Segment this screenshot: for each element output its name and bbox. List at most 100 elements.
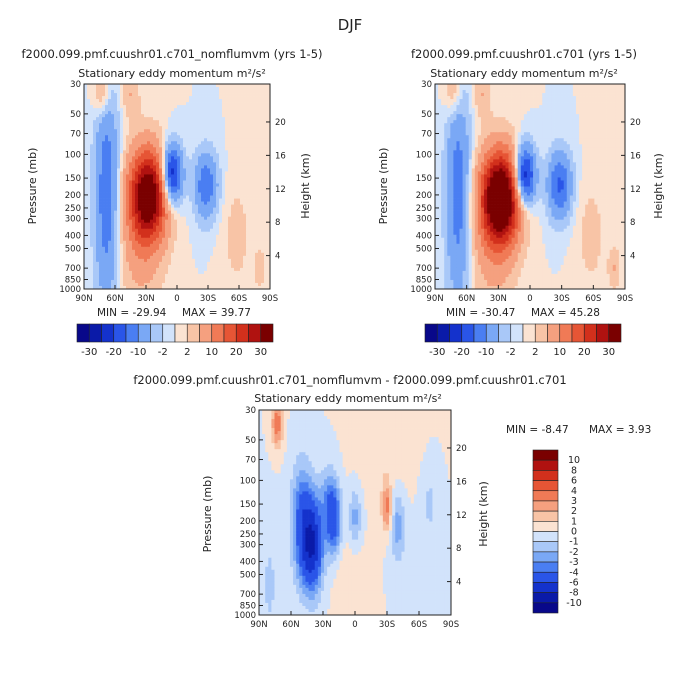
heatmap-cell	[216, 201, 220, 205]
heatmap-cell	[198, 234, 202, 239]
heatmap-cell	[264, 99, 268, 103]
heatmap-cell	[255, 195, 259, 199]
heatmap-cell	[147, 225, 151, 230]
heatmap-cell	[258, 261, 262, 266]
heatmap-cell	[147, 198, 151, 202]
heatmap-cell	[195, 171, 199, 175]
heatmap-cell	[183, 183, 187, 187]
heatmap-cell	[216, 150, 220, 154]
heatmap-cell	[213, 96, 217, 100]
heatmap-cell	[132, 138, 136, 142]
heatmap-cell	[216, 261, 220, 266]
heatmap-cell	[219, 246, 223, 251]
heatmap-cell	[108, 135, 112, 139]
heatmap-cell	[126, 87, 130, 91]
heatmap-cell	[147, 201, 151, 205]
heatmap-cell	[180, 261, 184, 266]
heatmap-cell	[168, 267, 172, 272]
heatmap-cell	[180, 102, 184, 106]
heatmap-cell	[141, 225, 145, 230]
heatmap-cell	[231, 228, 235, 233]
heatmap-cell	[114, 222, 118, 227]
heatmap-cell	[84, 267, 88, 272]
heatmap-cell	[195, 201, 199, 205]
heatmap-cell	[225, 285, 229, 290]
heatmap-cell	[177, 138, 181, 142]
heatmap-cell	[189, 144, 193, 148]
heatmap-cell	[618, 108, 623, 112]
heatmap-cell	[240, 87, 244, 91]
heatmap-cell	[135, 87, 139, 91]
heatmap-cell	[219, 255, 223, 260]
heatmap-cell	[213, 150, 217, 154]
heatmap-cell	[228, 147, 232, 151]
heatmap-cell	[234, 231, 238, 236]
heatmap-cell	[102, 225, 106, 230]
heatmap-cell	[243, 102, 247, 106]
heatmap-cell	[591, 96, 595, 100]
heatmap-cell	[234, 243, 238, 248]
panel-a-ylabel: Pressure (mb)	[26, 148, 39, 225]
heatmap-cell	[108, 258, 112, 263]
heatmap-cell	[234, 219, 238, 224]
heatmap-cell	[123, 147, 127, 151]
heatmap-cell	[117, 270, 121, 275]
heatmap-cell	[114, 147, 118, 151]
heatmap-cell	[108, 198, 112, 202]
heatmap-cell	[87, 192, 91, 196]
heatmap-cell	[108, 249, 112, 254]
heatmap-cell	[96, 261, 100, 266]
heatmap-cell	[566, 96, 571, 100]
heatmap-cell	[219, 99, 223, 103]
heatmap-cell	[174, 189, 178, 193]
heatmap-cell	[222, 153, 226, 157]
heatmap-cell	[156, 276, 160, 281]
heatmap-cell	[132, 105, 136, 109]
heatmap-cell	[267, 261, 271, 266]
heatmap-cell	[87, 252, 91, 257]
heatmap-cell	[171, 168, 175, 172]
heatmap-cell	[219, 144, 223, 148]
heatmap-cell	[258, 264, 262, 269]
heatmap-cell	[261, 177, 265, 181]
heatmap-cell	[138, 159, 142, 163]
heatmap-cell	[156, 180, 160, 184]
heatmap-cell	[213, 210, 217, 214]
heatmap-cell	[213, 138, 217, 142]
heatmap-cell	[138, 162, 142, 166]
heatmap-cell	[144, 102, 148, 106]
heatmap-cell	[93, 270, 97, 275]
heatmap-cell	[150, 171, 154, 175]
heatmap-cell	[264, 270, 268, 275]
heatmap-cell	[150, 243, 154, 248]
heatmap-cell	[198, 108, 202, 112]
heatmap-cell	[594, 87, 598, 91]
heatmap-cell	[520, 99, 525, 103]
heatmap-cell	[123, 126, 127, 130]
heatmap-cell	[195, 96, 199, 100]
heatmap-cell	[180, 93, 184, 97]
heatmap-cell	[201, 180, 205, 184]
heatmap-cell	[222, 279, 226, 284]
heatmap-cell	[93, 210, 97, 214]
heatmap-cell	[603, 96, 607, 100]
heatmap-cell	[258, 111, 262, 115]
heatmap-cell	[261, 99, 265, 103]
heatmap-cell	[207, 252, 211, 257]
heatmap-cell	[575, 87, 580, 91]
heatmap-cell	[575, 96, 580, 100]
heatmap-cell	[246, 285, 250, 290]
heatmap-cell	[144, 156, 148, 160]
heatmap-cell	[234, 117, 238, 121]
heatmap-cell	[120, 252, 124, 257]
heatmap-cell	[174, 210, 178, 214]
heatmap-cell	[210, 243, 214, 248]
heatmap-cell	[156, 150, 160, 154]
heatmap-cell	[111, 219, 115, 224]
heatmap-cell	[267, 192, 271, 196]
heatmap-cell	[234, 201, 238, 205]
heatmap-cell	[249, 285, 253, 290]
heatmap-cell	[90, 135, 94, 139]
heatmap-cell	[147, 216, 151, 221]
heatmap-cell	[174, 165, 178, 169]
